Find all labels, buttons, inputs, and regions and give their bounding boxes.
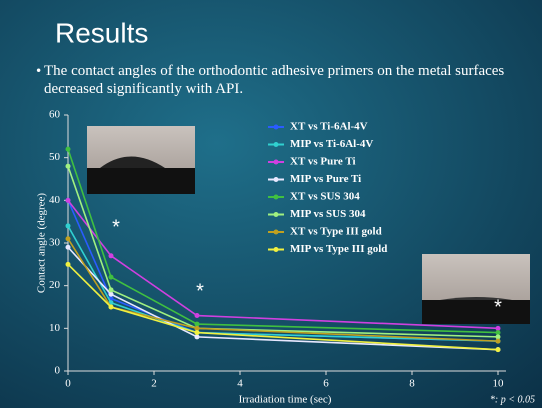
legend-dot [273,229,279,235]
legend-label: XT vs SUS 304 [290,191,360,203]
x-tick-label: 6 [323,378,329,390]
series-line [67,238,499,342]
data-point [495,347,501,353]
legend-dot [273,177,279,182]
y-axis-label: Contact angle (degree) [36,193,48,294]
data-point [108,304,114,310]
x-tick-label: 0 [65,378,71,390]
droplet [440,297,512,300]
legend-dot [273,194,279,200]
legend-dot [273,142,279,147]
photo-base [87,168,195,194]
y-tick-label: 60 [49,109,61,121]
data-point [108,287,114,293]
legend-dot [273,247,279,252]
data-point [65,244,71,250]
y-tick-label: 30 [49,237,61,249]
data-point [108,291,114,297]
legend-label: MIP vs Type III gold [290,243,387,255]
legend-dot [273,159,279,165]
data-point [65,197,71,203]
legend-dot [273,124,279,130]
data-point [194,330,200,336]
legend-label: MIP vs Ti-6Al-4V [290,138,373,150]
series-line [67,246,499,351]
significance-mark: * [494,296,502,318]
y-tick-label: 20 [49,279,61,291]
data-point [495,325,501,331]
x-tick-label: 8 [409,378,415,390]
data-point [108,253,114,259]
slide-title: Results [55,17,148,48]
data-point [495,334,501,340]
bullet-dot: • [36,63,41,79]
bullet-box: The contact angles of the orthodontic ad… [44,63,505,97]
series-line [67,165,499,338]
droplet [100,156,165,168]
footnote: *: p < 0.05 [490,394,535,405]
x-tick-label: 2 [151,378,157,390]
data-point [194,334,200,340]
data-point [65,223,71,229]
x-tick-label: 4 [237,378,243,390]
y-tick-label: 50 [49,151,61,163]
significance-mark: * [196,280,204,302]
data-point [65,261,71,267]
photo-base [422,300,530,324]
photo-1 [87,126,195,194]
bullet-text: The contact angles of the orthodontic ad… [44,63,505,97]
data-point [495,330,501,336]
photo-2 [422,254,530,324]
data-point [65,236,71,242]
x-tick-label: 10 [493,378,505,390]
series-line [67,148,499,334]
y-tick-label: 0 [55,365,61,377]
series-line [67,263,499,351]
data-point [65,163,71,169]
legend-label: XT vs Type III gold [290,226,382,238]
data-point [194,325,200,331]
legend-label: XT vs Pure Ti [290,156,356,168]
data-point [194,313,200,319]
legend-dot [273,212,279,217]
data-point [108,274,114,280]
legend-label: MIP vs Pure Ti [290,173,361,185]
significance-mark: * [112,216,120,238]
legend-label: MIP vs SUS 304 [290,208,366,220]
data-point [194,321,200,327]
data-point [495,338,501,344]
x-axis-label: Irradiation time (sec) [239,394,332,406]
data-point [65,146,71,152]
legend-label: XT vs Ti-6Al-4V [290,121,368,133]
y-tick-label: 10 [49,322,61,334]
y-tick-label: 40 [49,194,61,206]
